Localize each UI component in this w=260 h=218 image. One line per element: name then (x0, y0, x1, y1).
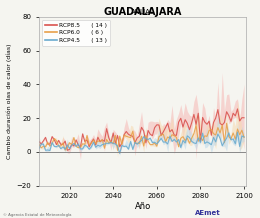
X-axis label: Año: Año (134, 202, 151, 211)
Title: GUADALAJARA: GUADALAJARA (103, 7, 182, 17)
Y-axis label: Cambio duración olas de calor (días): Cambio duración olas de calor (días) (7, 44, 12, 159)
Text: AEmet: AEmet (195, 210, 221, 216)
Text: ANUAL: ANUAL (131, 9, 154, 15)
Text: © Agencia Estatal de Meteorología: © Agencia Estatal de Meteorología (3, 213, 71, 217)
Legend: RCP8.5      ( 14 ), RCP6.0      ( 6 ), RCP4.5      ( 13 ): RCP8.5 ( 14 ), RCP6.0 ( 6 ), RCP4.5 ( 13… (42, 20, 110, 46)
